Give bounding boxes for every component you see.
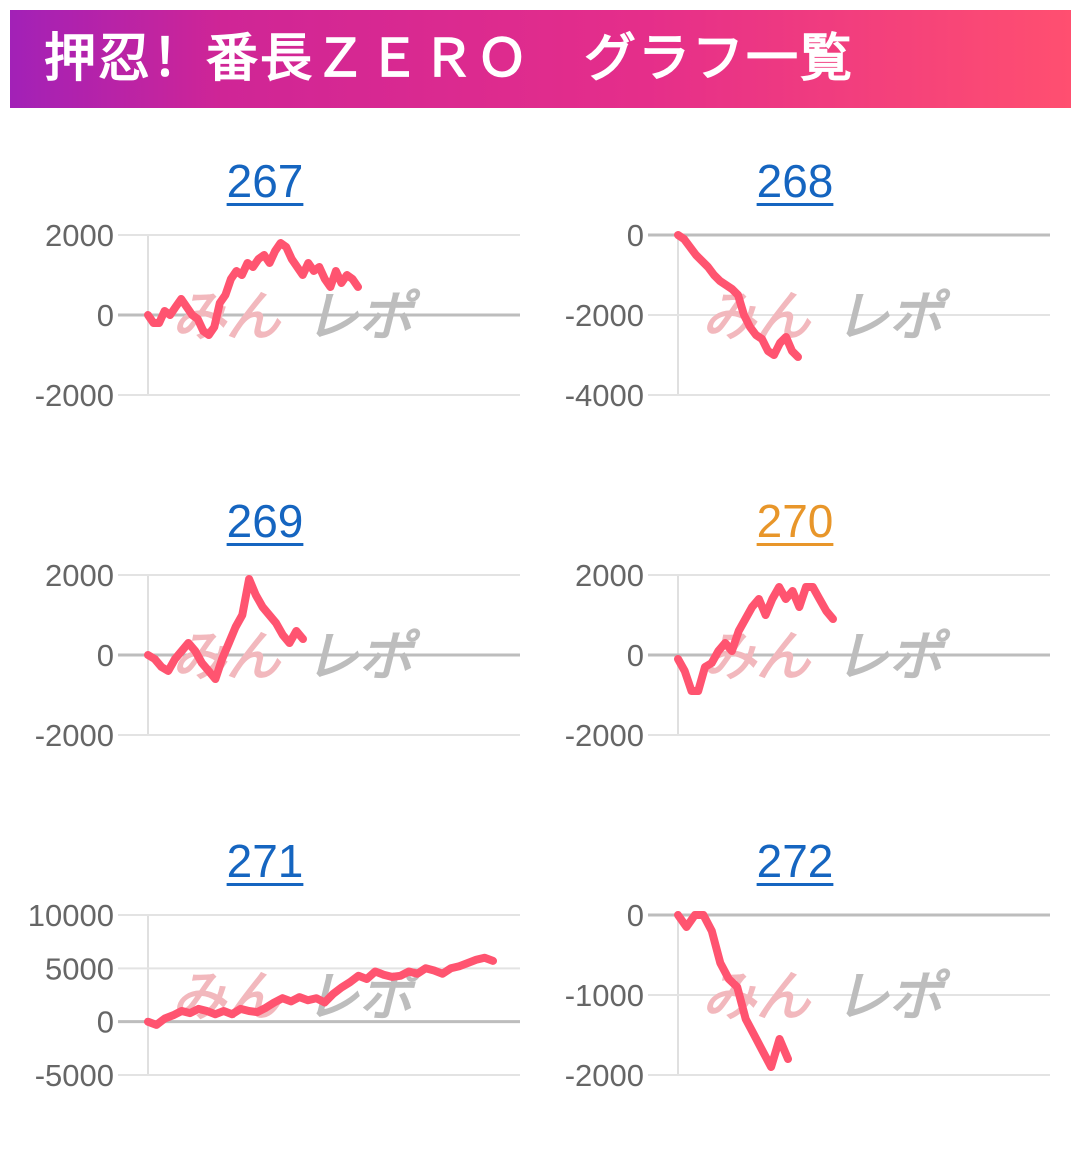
watermark-text: みん bbox=[702, 965, 812, 1028]
series-line bbox=[144, 239, 362, 339]
watermark-text: みん bbox=[702, 625, 812, 688]
chart-title-link[interactable]: 269 bbox=[226, 495, 304, 547]
page-title: 押忍！番長ＺＥＲＯ グラフ一覧 bbox=[44, 29, 855, 89]
y-tick-label: -4000 bbox=[565, 378, 644, 413]
watermark-text: レポ bbox=[835, 965, 951, 1028]
watermark-text: レポ bbox=[835, 625, 951, 688]
series-line bbox=[674, 231, 802, 361]
series-line bbox=[144, 953, 497, 1029]
series-line bbox=[674, 583, 837, 695]
line-chart: 2000 0 -2000 みん レポ bbox=[565, 558, 1050, 753]
y-tick-label: 0 bbox=[627, 898, 644, 933]
series-line bbox=[674, 911, 792, 1071]
watermark-text: みん bbox=[172, 965, 282, 1028]
chart-cell-272: 272 0 -1000 -2000 みん レポ bbox=[530, 820, 1060, 1160]
series-line bbox=[144, 575, 307, 683]
chart-cell-271: 271 10000 5000 0 -5000 みん レポ bbox=[0, 820, 530, 1160]
y-tick-label: -1000 bbox=[565, 978, 644, 1013]
y-tick-label: 2000 bbox=[45, 558, 114, 593]
y-tick-label: -2000 bbox=[565, 298, 644, 333]
y-tick-label: 0 bbox=[627, 638, 644, 673]
watermark-text: レポ bbox=[305, 625, 421, 688]
y-tick-label: 0 bbox=[97, 1005, 114, 1040]
y-tick-label: -2000 bbox=[35, 378, 114, 413]
watermark-text: レポ bbox=[305, 285, 421, 348]
watermark-text: レポ bbox=[835, 285, 951, 348]
page-header: 押忍！番長ＺＥＲＯ グラフ一覧 bbox=[10, 10, 1071, 108]
chart-title-link[interactable]: 268 bbox=[756, 155, 834, 207]
y-tick-label: 2000 bbox=[575, 558, 644, 593]
chart-cell-269: 269 2000 0 -2000 みん レポ bbox=[0, 480, 530, 820]
chart-cell-270: 270 2000 0 -2000 みん レポ bbox=[530, 480, 1060, 820]
chart-title-link[interactable]: 272 bbox=[756, 835, 834, 887]
chart-title-link[interactable]: 267 bbox=[226, 155, 304, 207]
y-tick-label: -2000 bbox=[565, 1058, 644, 1093]
y-tick-label: -2000 bbox=[565, 718, 644, 753]
line-chart: 0 -1000 -2000 みん レポ bbox=[565, 898, 1050, 1093]
chart-title-link[interactable]: 271 bbox=[226, 835, 304, 887]
y-tick-label: -2000 bbox=[35, 718, 114, 753]
chart-cell-267: 267 2000 0 -2000 みん レポ bbox=[0, 140, 530, 480]
y-tick-label: 2000 bbox=[45, 218, 114, 253]
y-tick-label: -5000 bbox=[35, 1058, 114, 1093]
chart-cell-268: 268 0 -2000 -4000 みん レポ bbox=[530, 140, 1060, 480]
y-tick-label: 5000 bbox=[45, 951, 114, 986]
y-tick-label: 0 bbox=[97, 298, 114, 333]
y-tick-label: 10000 bbox=[28, 898, 114, 933]
chart-title-link[interactable]: 270 bbox=[756, 495, 834, 547]
y-tick-label: 0 bbox=[97, 638, 114, 673]
y-tick-label: 0 bbox=[627, 218, 644, 253]
